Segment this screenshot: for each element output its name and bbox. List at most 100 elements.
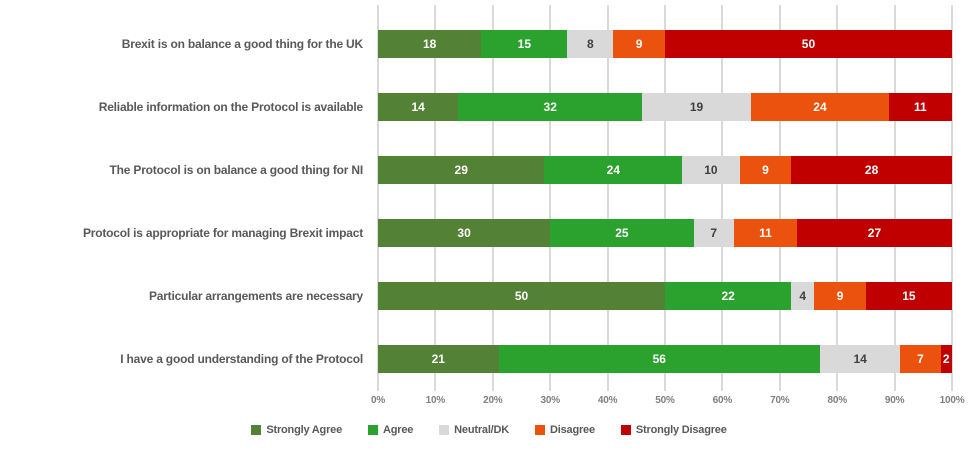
gridline xyxy=(377,5,379,391)
legend-label: Disagree xyxy=(550,424,595,436)
bar-segment-disagree: 11 xyxy=(733,218,797,247)
category-label: Particular arrangements are necessary xyxy=(148,288,363,303)
bar-value-label: 14 xyxy=(411,99,425,114)
bar-value-label: 30 xyxy=(457,225,471,240)
bar-value-label: 8 xyxy=(587,36,594,51)
bar-value-label: 56 xyxy=(652,351,666,366)
bar-segment-disagree: 7 xyxy=(900,344,941,373)
bar-value-label: 21 xyxy=(431,351,445,366)
bar-value-label: 24 xyxy=(606,162,620,177)
bar-value-label: 4 xyxy=(799,288,807,303)
bar-segment-strongly-disagree: 28 xyxy=(791,155,952,184)
legend-item: Strongly Disagree xyxy=(620,424,727,436)
bar-value-label: 19 xyxy=(689,99,704,114)
bar-segment-strongly-agree: 14 xyxy=(378,92,459,121)
bar-row: 30 25 7 11 27 xyxy=(378,218,952,247)
bar-value-label: 24 xyxy=(813,99,827,114)
legend-label: Strongly Agree xyxy=(266,424,342,436)
bar-segment-disagree: 9 xyxy=(613,29,665,58)
bar-value-label: 22 xyxy=(721,288,735,303)
gridline xyxy=(951,5,953,391)
gridline xyxy=(664,5,666,391)
bar-value-label: 7 xyxy=(710,225,718,240)
category-label: Protocol is appropriate for managing Bre… xyxy=(82,225,363,240)
bar-value-label: 50 xyxy=(514,288,529,303)
bar-value-label: 10 xyxy=(704,162,718,177)
bar-row: 29 24 10 9 28 xyxy=(378,155,952,184)
bar-segment-strongly-agree: 30 xyxy=(378,218,551,247)
bar-segment-agree: 24 xyxy=(544,155,683,184)
legend-item: Disagree xyxy=(535,424,595,436)
bar-value-label: 9 xyxy=(762,162,769,177)
gridline xyxy=(549,5,552,391)
legend: Strongly Agree Agree Neutral/DK Disagree Str… xyxy=(0,424,978,436)
bar-value-label: 11 xyxy=(759,225,772,240)
x-axis-tick: 90% xyxy=(884,395,905,406)
gridline xyxy=(491,5,494,391)
bar-segment-agree: 22 xyxy=(665,281,792,310)
gridline xyxy=(434,5,437,391)
x-axis-tick: 50% xyxy=(655,395,675,406)
gridline xyxy=(893,5,896,391)
bar-segment-neutral-dk: 14 xyxy=(819,344,901,373)
legend-label: Strongly Disagree xyxy=(635,424,727,436)
bar-segment-disagree: 9 xyxy=(814,281,866,310)
bar-value-label: 9 xyxy=(635,36,643,51)
bar-segment-disagree: 9 xyxy=(739,155,792,184)
bar-value-label: 29 xyxy=(454,162,468,177)
bar-segment-strongly-agree: 50 xyxy=(378,281,665,310)
gridline xyxy=(606,5,609,391)
legend-item: Neutral/DK xyxy=(439,424,509,436)
x-axis-tick: 100% xyxy=(939,395,965,406)
bar-value-label: 11 xyxy=(914,99,927,114)
bar-value-label: 25 xyxy=(615,225,629,240)
bar-segment-neutral-dk: 4 xyxy=(791,281,815,310)
legend-item: Strongly Agree xyxy=(251,424,342,436)
x-axis-tick: 30% xyxy=(540,395,560,406)
x-axis-tick: 40% xyxy=(597,395,618,406)
x-axis-tick: 0% xyxy=(370,395,386,406)
legend-swatch-icon xyxy=(535,425,546,435)
bar-value-label: 14 xyxy=(853,351,867,366)
category-label: The Protocol is on balance a good thing … xyxy=(109,162,364,177)
bar-segment-neutral-dk: 10 xyxy=(682,155,740,184)
category-label: I have a good understanding of the Proto… xyxy=(120,351,363,366)
legend-swatch-icon xyxy=(367,425,378,435)
bar-row: 14 32 19 24 11 xyxy=(378,92,952,121)
bar-row: 50 22 4 9 15 xyxy=(378,281,952,310)
x-axis-tick: 70% xyxy=(770,395,790,406)
bar-segment-agree: 56 xyxy=(498,344,820,373)
bar-segment-agree: 32 xyxy=(458,92,643,121)
bar-segment-disagree: 24 xyxy=(751,92,889,121)
gridline xyxy=(721,5,724,391)
bar-segment-strongly-disagree: 15 xyxy=(865,281,952,310)
bar-row: 21 56 14 7 2 xyxy=(378,344,952,373)
bar-segment-strongly-disagree: 50 xyxy=(664,29,952,58)
bar-value-label: 18 xyxy=(422,36,437,51)
bar-value-label: 27 xyxy=(867,225,882,240)
x-axis-tick: 80% xyxy=(827,395,847,406)
bar-segment-agree: 15 xyxy=(481,29,568,58)
plot-area: 18 15 8 9 50 14 32 19 24 11 29 24 10 9 28 30 25 7 11 27 50 22… xyxy=(377,5,953,391)
bar-segment-strongly-disagree: 2 xyxy=(940,344,952,373)
bar-segment-neutral-dk: 8 xyxy=(567,29,614,58)
legend-label: Neutral/DK xyxy=(454,424,510,436)
gridline xyxy=(778,5,781,391)
category-label: Brexit is on balance a good thing for th… xyxy=(121,36,363,51)
legend-item: Agree xyxy=(367,424,414,436)
bar-segment-strongly-disagree: 11 xyxy=(888,92,952,121)
bar-segment-strongly-agree: 18 xyxy=(378,29,482,58)
legend-label: Agree xyxy=(382,424,414,436)
bar-segment-strongly-agree: 29 xyxy=(378,155,545,184)
bar-segment-strongly-agree: 21 xyxy=(378,344,499,373)
bar-row: 18 15 8 9 50 xyxy=(378,29,952,58)
bar-value-label: 28 xyxy=(864,162,879,177)
bar-value-label: 50 xyxy=(801,36,816,51)
bar-value-label: 7 xyxy=(917,351,924,366)
bar-value-label: 9 xyxy=(836,288,844,303)
category-label: Reliable information on the Protocol is … xyxy=(98,99,363,114)
legend-swatch-icon xyxy=(251,425,262,435)
bar-segment-neutral-dk: 7 xyxy=(693,218,734,247)
x-axis-tick: 60% xyxy=(712,395,733,406)
